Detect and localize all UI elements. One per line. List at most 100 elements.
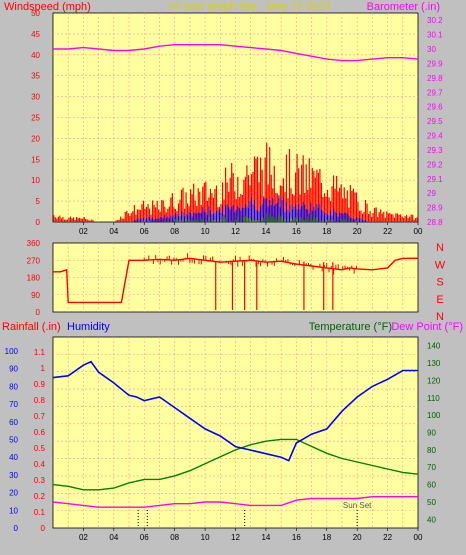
baro-tick-label: 28.8 [427, 218, 443, 227]
barometer-axis-title: Barometer (.in) [367, 1, 440, 13]
x-tick-label: 14 [261, 533, 270, 542]
baro-tick-label: 29.6 [427, 103, 443, 112]
wind-tick-label: 45 [31, 30, 40, 39]
x-tick-label: 00 [414, 533, 423, 542]
rain-tick-label: 0 [41, 524, 46, 533]
x-tick-label: 04 [109, 533, 118, 542]
sunset-label: Sun Set [343, 501, 372, 510]
baro-tick-label: 30.2 [427, 16, 443, 25]
humidity-tick-label: 10 [9, 506, 18, 515]
temp-tick-label: 80 [427, 446, 436, 455]
temp-tick-label: 120 [427, 376, 441, 385]
temp-tick-label: 60 [427, 481, 436, 490]
baro-tick-label: 30.1 [427, 31, 443, 40]
dewpoint-axis-title: Dew Point (°F) [391, 321, 463, 333]
humidity-tick-label: 70 [9, 400, 18, 409]
rain-tick-label: 0.5 [34, 444, 46, 453]
baro-tick-label: 29.1 [427, 175, 443, 184]
wind-tick-label: 40 [31, 51, 40, 60]
direction-tick-label: 270 [27, 256, 41, 265]
direction-tick-label: 90 [31, 291, 40, 300]
x-tick-label: 12 [231, 533, 240, 542]
compass-label: W [435, 259, 446, 271]
x-tick-label: 02 [79, 227, 88, 236]
x-tick-label: 06 [140, 533, 149, 542]
x-tick-label: 22 [383, 533, 392, 542]
temp-tick-label: 40 [427, 515, 436, 524]
panel-wind-direction [52, 242, 419, 313]
x-tick-label: 08 [170, 227, 179, 236]
x-tick-label: 14 [261, 227, 270, 236]
x-tick-label: 16 [292, 533, 301, 542]
humidity-line [52, 360, 418, 462]
baro-tick-label: 28.9 [427, 204, 443, 213]
baro-tick-label: 29.3 [427, 146, 443, 155]
humidity-tick-label: 100 [5, 347, 19, 356]
x-tick-label: 10 [201, 533, 210, 542]
wind-tick-label: 0 [36, 218, 41, 227]
baro-tick-label: 29.2 [427, 160, 443, 169]
direction-tick-label: 0 [36, 308, 41, 317]
barometer-line [53, 44, 419, 62]
humidity-tick-label: 80 [9, 382, 18, 391]
rain-tick-label: 0.2 [34, 492, 46, 501]
compass-label: N [436, 311, 444, 323]
wind-tick-label: 20 [31, 134, 40, 143]
humidity-tick-label: 90 [9, 365, 18, 374]
x-tick-label: 04 [109, 227, 118, 236]
direction-tick-label: 180 [27, 274, 41, 283]
baro-tick-label: 29.5 [427, 117, 443, 126]
humidity-tick-label: 30 [9, 471, 18, 480]
x-tick-label: 20 [353, 227, 362, 236]
humidity-tick-label: 0 [14, 524, 19, 533]
wind-tick-label: 15 [31, 155, 40, 164]
x-tick-label: 02 [79, 533, 88, 542]
wind-tick-label: 35 [31, 72, 40, 81]
temperature-line [52, 438, 419, 491]
x-tick-label: 06 [140, 227, 149, 236]
x-tick-label: 12 [231, 227, 240, 236]
baro-tick-label: 29 [427, 189, 436, 198]
rain-tick-label: 0.1 [34, 508, 46, 517]
rain-tick-label: 0.3 [34, 476, 46, 485]
baro-tick-label: 30 [427, 45, 436, 54]
temp-tick-label: 140 [427, 342, 441, 351]
temperature-axis-title: Temperature (°F) [309, 321, 392, 333]
temp-tick-label: 130 [427, 359, 441, 368]
compass-label: S [436, 277, 443, 289]
humidity-tick-label: 50 [9, 436, 18, 445]
baro-tick-label: 29.9 [427, 59, 443, 68]
rain-tick-label: 0.9 [34, 380, 46, 389]
x-tick-label: 22 [383, 227, 392, 236]
temp-tick-label: 110 [427, 394, 440, 403]
temp-tick-label: 90 [427, 429, 436, 438]
wind-axis-title: Windspeed (mph) [4, 1, 91, 13]
wind-tick-label: 25 [31, 114, 40, 123]
rain-tick-label: 0.6 [34, 428, 46, 437]
baro-tick-label: 29.7 [427, 88, 443, 97]
chart-title: 24 hour graph day - May 12 2023 [168, 1, 331, 13]
humidity-axis-title: Humidity [67, 321, 110, 333]
x-tick-label: 18 [322, 227, 331, 236]
wind-tick-label: 30 [31, 93, 40, 102]
temp-tick-label: 50 [427, 498, 436, 507]
rainfall-axis-title: Rainfall (.in) [2, 321, 61, 333]
wind-tick-label: 10 [31, 176, 40, 185]
humidity-tick-label: 40 [9, 453, 18, 462]
temp-tick-label: 70 [427, 463, 436, 472]
rain-tick-label: 1 [41, 364, 46, 373]
x-tick-label: 10 [201, 227, 210, 236]
x-tick-label: 18 [322, 533, 331, 542]
x-tick-label: 20 [353, 533, 362, 542]
x-tick-label: 08 [170, 533, 179, 542]
baro-tick-label: 29.8 [427, 74, 443, 83]
temp-tick-label: 100 [427, 411, 441, 420]
baro-tick-label: 29.4 [427, 132, 443, 141]
dewpoint-line [52, 496, 418, 508]
panel-temp-humidity [52, 336, 419, 529]
compass-label: E [436, 294, 443, 306]
humidity-tick-label: 20 [9, 489, 18, 498]
x-tick-label: 00 [414, 227, 423, 236]
wind-tick-label: 50 [31, 9, 40, 18]
